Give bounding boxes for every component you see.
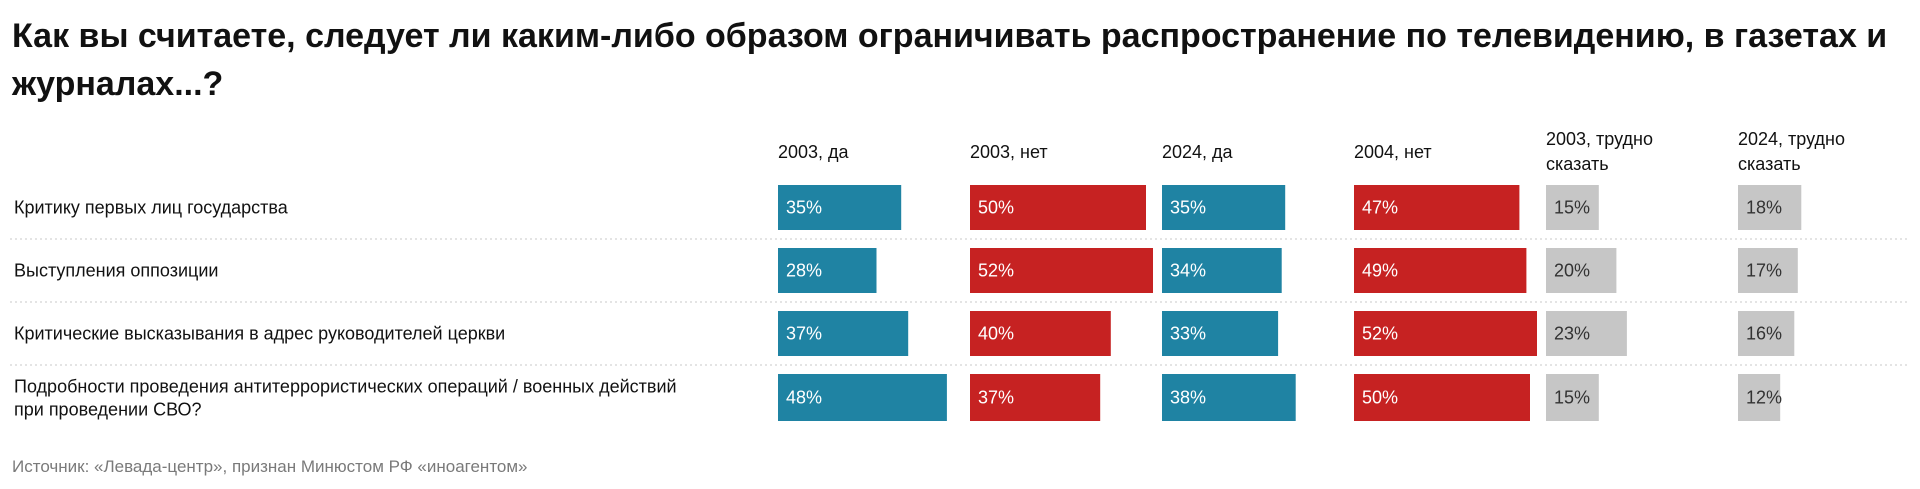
- bar: [970, 248, 1153, 293]
- bar-value-label: 15%: [1554, 198, 1590, 218]
- bar: [1738, 185, 1802, 230]
- bar-value-label: 35%: [1170, 198, 1206, 218]
- bar: [778, 248, 877, 293]
- bar: [1162, 185, 1286, 230]
- bar-value-label: 52%: [978, 261, 1014, 281]
- bar-value-label: 47%: [1362, 198, 1398, 218]
- chart-title: Как вы считаете, следует ли каким-либо о…: [12, 17, 1888, 103]
- bar: [1738, 248, 1798, 293]
- bar-value-label: 37%: [786, 324, 822, 344]
- bar: [1354, 248, 1527, 293]
- bar-value-label: 37%: [978, 388, 1014, 408]
- bar-value-label: 23%: [1554, 324, 1590, 344]
- bar: [1162, 311, 1279, 356]
- bar-value-label: 33%: [1170, 324, 1206, 344]
- column-header: 2003, да: [778, 142, 850, 162]
- bar-value-label: 12%: [1746, 388, 1782, 408]
- bar: [1162, 248, 1282, 293]
- bar: [970, 374, 1101, 421]
- bar: [778, 374, 947, 421]
- bar-value-label: 16%: [1746, 324, 1782, 344]
- bar: [1546, 185, 1599, 230]
- bar: [778, 185, 902, 230]
- column-header: 2004, нет: [1354, 142, 1432, 162]
- column-header: сказать: [1546, 154, 1609, 174]
- column-header: 2003, трудно: [1546, 129, 1653, 149]
- bar-value-label: 38%: [1170, 388, 1206, 408]
- bar-value-label: 35%: [786, 198, 822, 218]
- source-note: Источник: «Левада-центр», признан Минюст…: [12, 457, 528, 476]
- bar: [1546, 248, 1617, 293]
- bar: [970, 311, 1111, 356]
- bar: [1546, 311, 1627, 356]
- bar-value-label: 17%: [1746, 261, 1782, 281]
- bar: [1354, 374, 1530, 421]
- bar: [1738, 374, 1781, 421]
- bar-value-label: 40%: [978, 324, 1014, 344]
- column-header: 2024, трудно: [1738, 129, 1845, 149]
- column-header: 2003, нет: [970, 142, 1048, 162]
- bar: [1162, 374, 1296, 421]
- bar-value-label: 28%: [786, 261, 822, 281]
- column-header: сказать: [1738, 154, 1801, 174]
- bar-value-label: 34%: [1170, 261, 1206, 281]
- row-label: Подробности проведения антитеррористичес…: [14, 377, 677, 397]
- bar: [1738, 311, 1795, 356]
- bar: [1546, 374, 1599, 421]
- bar-value-label: 48%: [786, 388, 822, 408]
- bar-value-label: 50%: [1362, 388, 1398, 408]
- row-label: при проведении СВО?: [14, 400, 202, 420]
- bar-value-label: 50%: [978, 198, 1014, 218]
- bar: [1354, 311, 1537, 356]
- bar-value-label: 52%: [1362, 324, 1398, 344]
- row-label: Выступления оппозиции: [14, 261, 218, 281]
- bar-value-label: 20%: [1554, 261, 1590, 281]
- row-label: Критические высказывания в адрес руковод…: [14, 324, 505, 344]
- column-header: 2024, да: [1162, 142, 1234, 162]
- row-label: Критику первых лиц государства: [14, 198, 289, 218]
- bar-value-label: 18%: [1746, 198, 1782, 218]
- bar: [778, 311, 909, 356]
- bar: [1354, 185, 1520, 230]
- bar-value-label: 15%: [1554, 388, 1590, 408]
- bar-value-label: 49%: [1362, 261, 1398, 281]
- bar: [970, 185, 1146, 230]
